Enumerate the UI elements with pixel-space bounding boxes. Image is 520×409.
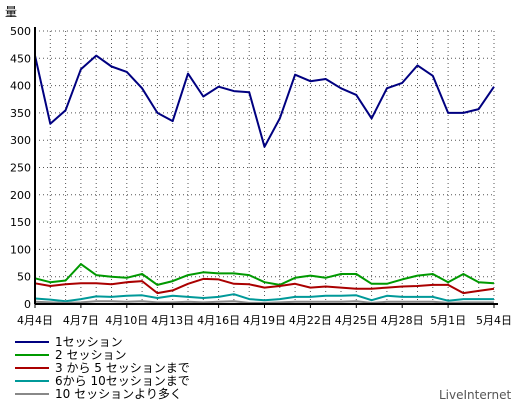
y-tick-label: 350 xyxy=(10,107,31,120)
axes xyxy=(34,27,498,308)
watermark: LiveInternet xyxy=(439,388,511,402)
x-tick-label: 4月22日 xyxy=(289,314,332,327)
legend-label: 2 セッション xyxy=(55,348,126,362)
x-tick-label: 5月1日 xyxy=(430,314,466,327)
series-line xyxy=(34,300,494,304)
y-tick-label: 400 xyxy=(10,80,31,93)
y-tick-label: 450 xyxy=(10,52,31,65)
series-line xyxy=(34,293,494,303)
x-tick-label: 4月7日 xyxy=(63,314,99,327)
y-tick-label: 500 xyxy=(10,25,31,38)
x-tick-label: 4月16日 xyxy=(197,314,240,327)
y-tick-label: 250 xyxy=(10,162,31,175)
y-tick-labels: 0 50 100 150 200 250 300 350 400 450 500 xyxy=(10,25,31,311)
y-tick-label: 200 xyxy=(10,189,31,202)
x-tick-label: 4月10日 xyxy=(105,314,148,327)
legend-label: 3 から 5 セッションまで xyxy=(55,361,190,375)
y-tick-label: 150 xyxy=(10,216,31,229)
x-tick-label: 4月19日 xyxy=(243,314,286,327)
series-lines xyxy=(34,54,495,304)
y-tick-label: 300 xyxy=(10,134,31,147)
x-tick-label: 5月4日 xyxy=(476,314,512,327)
y-tick-label: 50 xyxy=(17,271,31,284)
x-tick-labels: 4月4日 4月7日 4月10日 4月13日 4月16日 4月19日 4月22日 4月25日 4月… xyxy=(17,314,512,327)
y-tick-label: 0 xyxy=(24,298,31,311)
y-tick-label: 100 xyxy=(10,243,31,256)
series-line xyxy=(34,277,495,295)
legend-label: 6から 10セッションまで xyxy=(55,374,190,388)
x-tick-label: 4月4日 xyxy=(17,314,53,327)
grid xyxy=(34,30,495,304)
series-line xyxy=(34,263,495,286)
x-tick-label: 4月25日 xyxy=(335,314,378,327)
x-tick-label: 4月28日 xyxy=(381,314,424,327)
x-tick-label: 4月13日 xyxy=(151,314,194,327)
legend-label: 1セッション xyxy=(55,335,123,349)
legend-label: 10 セッションより多く xyxy=(55,387,182,401)
series-line xyxy=(34,54,495,148)
y-axis-label: 量 xyxy=(5,5,17,19)
